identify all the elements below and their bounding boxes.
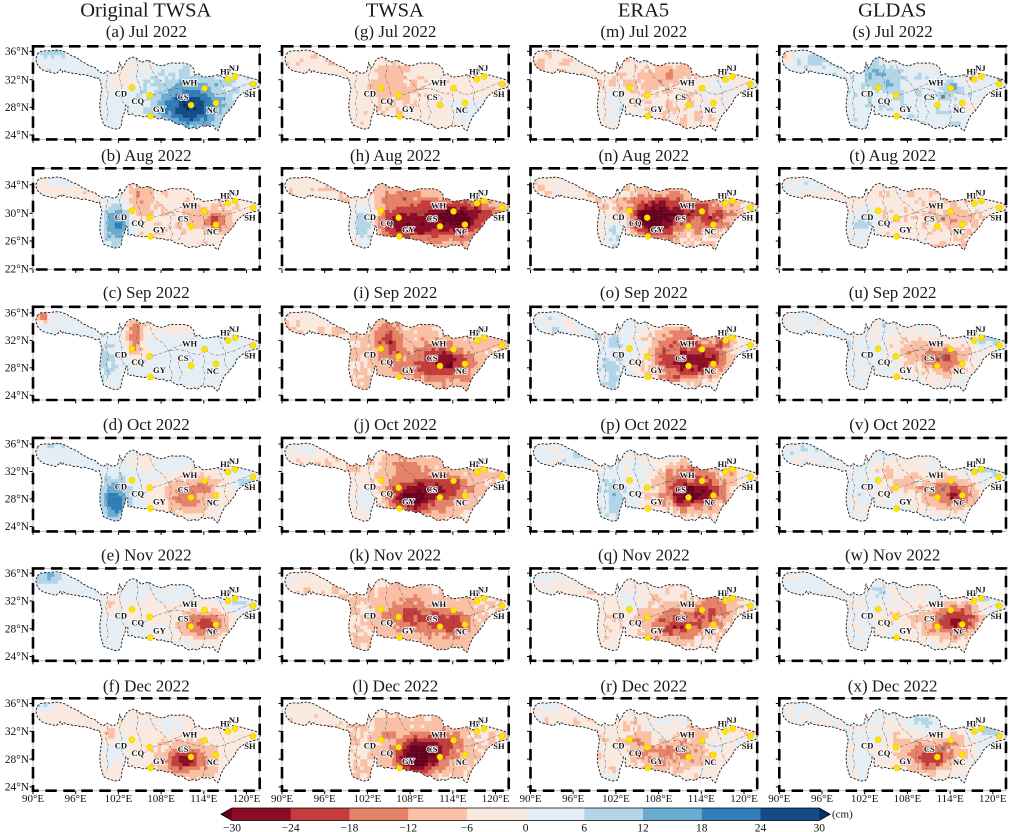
svg-text:SH: SH <box>244 213 256 223</box>
svg-text:NJ: NJ <box>229 187 240 197</box>
svg-text:NC: NC <box>207 227 219 237</box>
svg-text:CS: CS <box>924 92 935 102</box>
svg-text:NJ: NJ <box>478 187 489 197</box>
svg-text:SH: SH <box>244 89 256 99</box>
svg-text:(g) Jul 2022: (g) Jul 2022 <box>354 22 436 41</box>
svg-text:SH: SH <box>493 213 505 223</box>
svg-text:Original TWSA: Original TWSA <box>80 0 211 22</box>
svg-text:HF: HF <box>220 66 232 76</box>
svg-text:GY: GY <box>153 104 166 114</box>
svg-text:36°N: 36°N <box>5 46 29 58</box>
svg-text:WH: WH <box>928 77 944 87</box>
svg-text:CQ: CQ <box>629 96 642 106</box>
svg-text:WH: WH <box>679 77 695 87</box>
svg-text:GY: GY <box>153 224 166 234</box>
svg-text:GY: GY <box>899 104 912 114</box>
svg-text:CS: CS <box>178 92 189 102</box>
svg-text:WH: WH <box>182 200 198 210</box>
svg-text:HF: HF <box>469 190 481 200</box>
svg-text:HF: HF <box>220 190 232 200</box>
svg-text:NC: NC <box>207 105 219 115</box>
svg-text:GY: GY <box>402 224 415 234</box>
svg-text:WH: WH <box>431 200 447 210</box>
svg-text:32°N: 32°N <box>5 74 29 86</box>
svg-text:CQ: CQ <box>131 96 144 106</box>
svg-text:NC: NC <box>953 105 965 115</box>
svg-text:CD: CD <box>861 89 873 99</box>
svg-text:(b) Aug 2022: (b) Aug 2022 <box>101 146 192 165</box>
svg-text:NC: NC <box>456 105 468 115</box>
svg-text:NC: NC <box>456 227 468 237</box>
svg-text:26°N: 26°N <box>5 236 29 248</box>
svg-text:(s) Jul 2022: (s) Jul 2022 <box>853 22 933 41</box>
svg-text:CD: CD <box>364 89 376 99</box>
svg-text:30°N: 30°N <box>5 208 29 220</box>
svg-text:TWSA: TWSA <box>366 0 424 22</box>
svg-text:NJ: NJ <box>726 63 737 73</box>
svg-text:CQ: CQ <box>380 218 393 228</box>
svg-text:NJ: NJ <box>975 63 986 73</box>
svg-text:ERA5: ERA5 <box>618 0 669 22</box>
svg-text:SH: SH <box>991 89 1003 99</box>
svg-text:(m) Jul 2022: (m) Jul 2022 <box>600 22 687 41</box>
svg-text:28°N: 28°N <box>5 102 29 114</box>
svg-text:CS: CS <box>178 213 189 223</box>
svg-text:24°N: 24°N <box>5 130 29 142</box>
svg-text:CQ: CQ <box>878 96 891 106</box>
svg-text:(h) Aug 2022: (h) Aug 2022 <box>350 146 441 165</box>
svg-text:CS: CS <box>675 92 686 102</box>
svg-text:NC: NC <box>704 105 716 115</box>
svg-text:CD: CD <box>612 89 624 99</box>
svg-text:WH: WH <box>431 77 447 87</box>
svg-text:WH: WH <box>182 77 198 87</box>
svg-text:(a) Jul 2022: (a) Jul 2022 <box>106 22 187 41</box>
svg-text:GY: GY <box>651 104 664 114</box>
svg-text:NJ: NJ <box>478 63 489 73</box>
svg-text:GLDAS: GLDAS <box>858 0 926 22</box>
svg-text:HF: HF <box>966 66 978 76</box>
svg-text:HF: HF <box>718 66 730 76</box>
svg-text:CQ: CQ <box>131 218 144 228</box>
svg-text:CS: CS <box>427 213 438 223</box>
svg-text:GY: GY <box>402 104 415 114</box>
svg-text:CQ: CQ <box>380 96 393 106</box>
svg-text:22°N: 22°N <box>5 264 29 276</box>
svg-text:CD: CD <box>115 212 127 222</box>
svg-text:SH: SH <box>493 89 505 99</box>
svg-text:NJ: NJ <box>229 63 240 73</box>
svg-text:CD: CD <box>115 89 127 99</box>
svg-text:CD: CD <box>364 212 376 222</box>
svg-text:HF: HF <box>469 66 481 76</box>
svg-text:CS: CS <box>427 92 438 102</box>
svg-text:SH: SH <box>742 89 754 99</box>
svg-text:34°N: 34°N <box>5 180 29 192</box>
